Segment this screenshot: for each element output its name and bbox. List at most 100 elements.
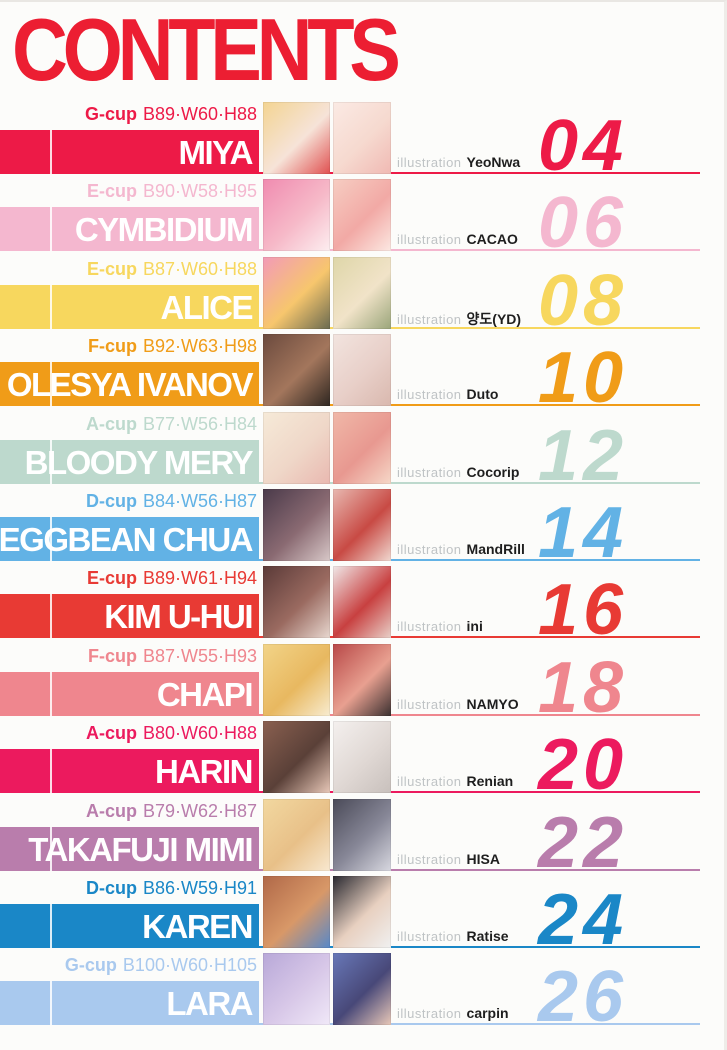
cup-size: E-cup bbox=[86, 258, 137, 279]
thumbnail-2 bbox=[333, 953, 391, 1026]
body-measurements: B92·W63·H98 bbox=[142, 336, 257, 357]
page-number: 24 bbox=[538, 879, 629, 960]
page-number: 22 bbox=[538, 802, 629, 883]
entry-underline bbox=[259, 249, 700, 252]
measurements: G-cup B89·W60·H88 bbox=[0, 103, 257, 125]
illustrator-name: Ratise bbox=[466, 927, 509, 944]
toc-entry: A-cup B77·W56·H84 BLOODY MERY illustratio… bbox=[0, 406, 724, 492]
measurements: D-cup B86·W59·H91 bbox=[0, 877, 257, 899]
thumbnail-2 bbox=[333, 102, 391, 174]
cup-size: A-cup bbox=[85, 723, 137, 744]
illustration-credit: illustration carpin bbox=[397, 1005, 509, 1021]
illustration-label: illustration bbox=[397, 619, 462, 635]
measurements: F-cup B87·W55·H93 bbox=[0, 645, 257, 667]
toc-entry: E-cup B87·W60·H88 ALICE illustration 양도(YD… bbox=[0, 251, 724, 337]
entry-underline bbox=[259, 172, 700, 174]
illustration-credit: illustration Duto bbox=[397, 386, 498, 402]
entry-bar: KAREN bbox=[0, 903, 259, 948]
cup-size: D-cup bbox=[85, 490, 137, 511]
bar-divider bbox=[50, 284, 52, 329]
body-measurements: B87·W55·H93 bbox=[142, 645, 257, 666]
illustration-label: illustration bbox=[397, 774, 462, 790]
body-measurements: B90·W58·H95 bbox=[142, 181, 257, 202]
bar-divider bbox=[50, 130, 52, 174]
toc-entry: E-cup B89·W61·H94 KIM U-HUI illustration i… bbox=[0, 560, 724, 647]
thumbnail-2 bbox=[333, 411, 391, 484]
character-name: HARIN bbox=[155, 753, 254, 791]
thumbnail-1 bbox=[263, 875, 330, 948]
illustrator-name: MandRill bbox=[466, 540, 525, 557]
cup-size: E-cup bbox=[86, 568, 137, 589]
bar-divider bbox=[50, 439, 52, 484]
character-name: EGGBEAN CHUA bbox=[0, 520, 254, 558]
page-number: 20 bbox=[538, 725, 629, 806]
thumbnail-1 bbox=[263, 411, 330, 484]
cup-size: A-cup bbox=[85, 800, 137, 821]
illustration-credit: illustration 양도(YD) bbox=[397, 309, 521, 329]
entry-bar: HARIN bbox=[0, 749, 259, 794]
character-name: MIYA bbox=[178, 134, 254, 171]
illustration-credit: illustration Ratise bbox=[397, 928, 509, 944]
body-measurements: B80·W60·H88 bbox=[142, 723, 257, 744]
entry-underline bbox=[259, 481, 700, 484]
illustration-label: illustration bbox=[397, 387, 462, 403]
illustration-credit: illustration NAMYO bbox=[397, 696, 519, 712]
entry-bar: ALICE bbox=[0, 284, 259, 329]
illustration-credit: illustration CACAO bbox=[397, 231, 518, 247]
illustration-label: illustration bbox=[397, 1006, 462, 1022]
bar-divider bbox=[50, 594, 52, 639]
entry-underline bbox=[259, 868, 700, 871]
measurements: D-cup B84·W56·H87 bbox=[0, 490, 257, 512]
measurements: A-cup B79·W62·H87 bbox=[0, 800, 257, 822]
illustration-label: illustration bbox=[397, 232, 462, 248]
cup-size: F-cup bbox=[87, 645, 137, 666]
thumbnail-1 bbox=[263, 643, 330, 716]
page-header: CONTENTS bbox=[0, 2, 724, 96]
illustrator-name: NAMYO bbox=[466, 695, 519, 712]
measurements: F-cup B92·W63·H98 bbox=[0, 335, 257, 357]
illustrator-name: Duto bbox=[466, 386, 499, 403]
illustrator-name: 양도(YD) bbox=[466, 310, 522, 327]
illustration-label: illustration bbox=[397, 928, 462, 944]
thumbnail-1 bbox=[263, 102, 330, 174]
thumbnail-2 bbox=[333, 179, 391, 252]
illustrator-name: ini bbox=[466, 618, 483, 635]
thumbnail-2 bbox=[333, 488, 391, 561]
measurements: E-cup B87·W60·H88 bbox=[0, 258, 257, 280]
toc-entry: G-cup B100·W60·H105 LARA illustration carp… bbox=[0, 947, 724, 1034]
illustration-credit: illustration Renian bbox=[397, 773, 513, 789]
measurements: A-cup B80·W60·H88 bbox=[0, 722, 257, 744]
toc-entry: A-cup B80·W60·H88 HARIN illustration Renia… bbox=[0, 715, 724, 801]
thumbnail-2 bbox=[333, 566, 391, 639]
page-number: 16 bbox=[538, 570, 629, 651]
toc-entry: F-cup B92·W63·H98 OLESYA IVANOV illustrat… bbox=[0, 328, 724, 414]
body-measurements: B77·W56·H84 bbox=[142, 413, 257, 434]
thumbnail-1 bbox=[263, 334, 330, 407]
entry-bar: BLOODY MERY bbox=[0, 439, 259, 484]
measurements: E-cup B90·W58·H95 bbox=[0, 180, 257, 202]
thumbnail-1 bbox=[263, 721, 330, 794]
body-measurements: B87·W60·H88 bbox=[142, 258, 257, 279]
entry-bar: OLESYA IVANOV bbox=[0, 362, 259, 407]
toc-entry: E-cup B90·W58·H95 CYMBIDIUM illustration C… bbox=[0, 173, 724, 260]
character-name: CHAPI bbox=[156, 675, 254, 713]
bar-divider bbox=[50, 671, 52, 716]
page-number: 06 bbox=[538, 183, 629, 264]
cup-size: D-cup bbox=[85, 877, 137, 898]
bar-divider bbox=[50, 826, 52, 871]
entry-underline bbox=[259, 404, 700, 407]
character-name: KIM U-HUI bbox=[104, 598, 253, 636]
toc-entry: F-cup B87·W55·H93 CHAPI illustration NAMYO… bbox=[0, 638, 724, 724]
bar-divider bbox=[50, 207, 52, 252]
illustrator-name: carpin bbox=[466, 1005, 509, 1022]
entry-underline bbox=[259, 791, 700, 794]
page-number: 26 bbox=[538, 957, 629, 1038]
bar-divider bbox=[50, 362, 52, 407]
character-name: BLOODY MERY bbox=[24, 443, 254, 481]
page-number: 08 bbox=[538, 260, 629, 341]
thumbnail-2 bbox=[333, 875, 391, 948]
body-measurements: B89·W60·H88 bbox=[142, 104, 257, 124]
body-measurements: B100·W60·H105 bbox=[122, 955, 257, 976]
character-name: TAKAFUJI MIMI bbox=[28, 830, 253, 868]
